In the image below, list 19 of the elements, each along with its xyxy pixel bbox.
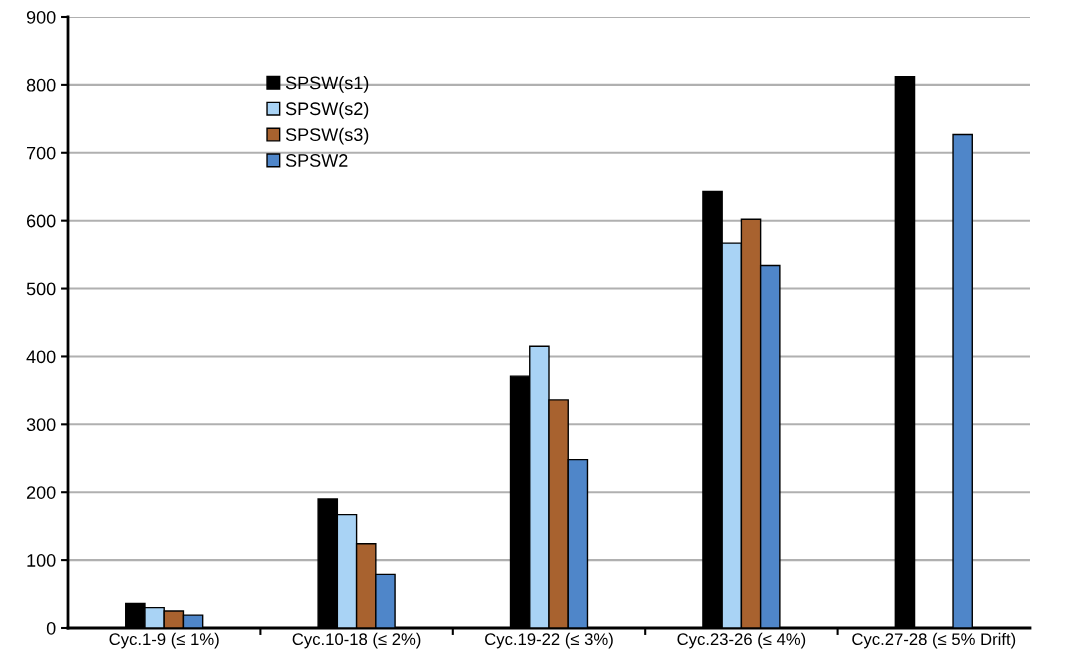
x-tick-label: Cyc.1-9 (≤ 1%): [109, 632, 219, 649]
y-tick-label: 0: [46, 621, 56, 635]
legend-label: SPSW2: [285, 154, 348, 167]
y-tick-label: 700: [27, 146, 56, 160]
y-tick-label: 400: [26, 350, 56, 364]
y-tick-label: 800: [26, 78, 56, 92]
x-tick-label: Cyc.19-22 (≤ 3%): [485, 632, 613, 649]
legend-label: SPSW(s3): [285, 127, 369, 145]
y-tick-label: 200: [26, 486, 56, 499]
legend-label: SPSW(s1): [285, 76, 369, 93]
y-tick-label: 300: [26, 418, 56, 432]
y-tick-label: 600: [26, 214, 56, 228]
x-tick-label: Cyc.27-28 (≤ 5% Drift): [852, 632, 1016, 649]
y-tick-label: 100: [27, 554, 56, 567]
x-tick-label: Cyc.23-26 (≤ 4%): [677, 632, 806, 649]
y-tick-label: 500: [26, 282, 56, 296]
x-tick-label: Cyc.10-18 (≤ 2%): [292, 632, 421, 649]
y-tick-label: 900: [26, 10, 56, 24]
legend-label: SPSW(s2): [285, 101, 369, 119]
